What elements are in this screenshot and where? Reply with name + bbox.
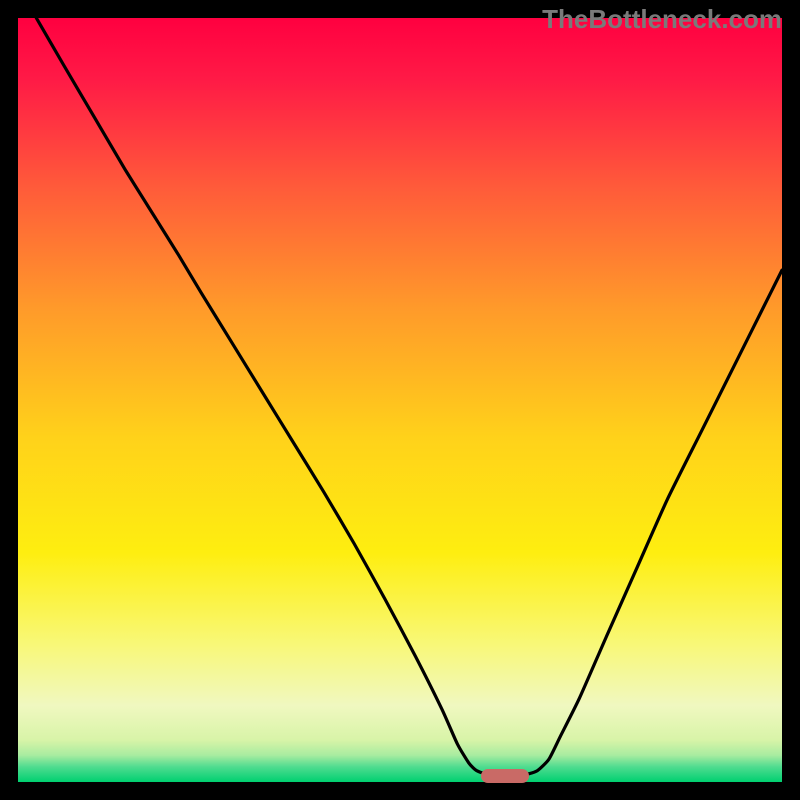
bottleneck-curve xyxy=(18,18,782,782)
curve-path xyxy=(36,18,782,775)
optimal-marker xyxy=(481,769,529,783)
watermark-label: TheBottleneck.com xyxy=(542,4,782,35)
